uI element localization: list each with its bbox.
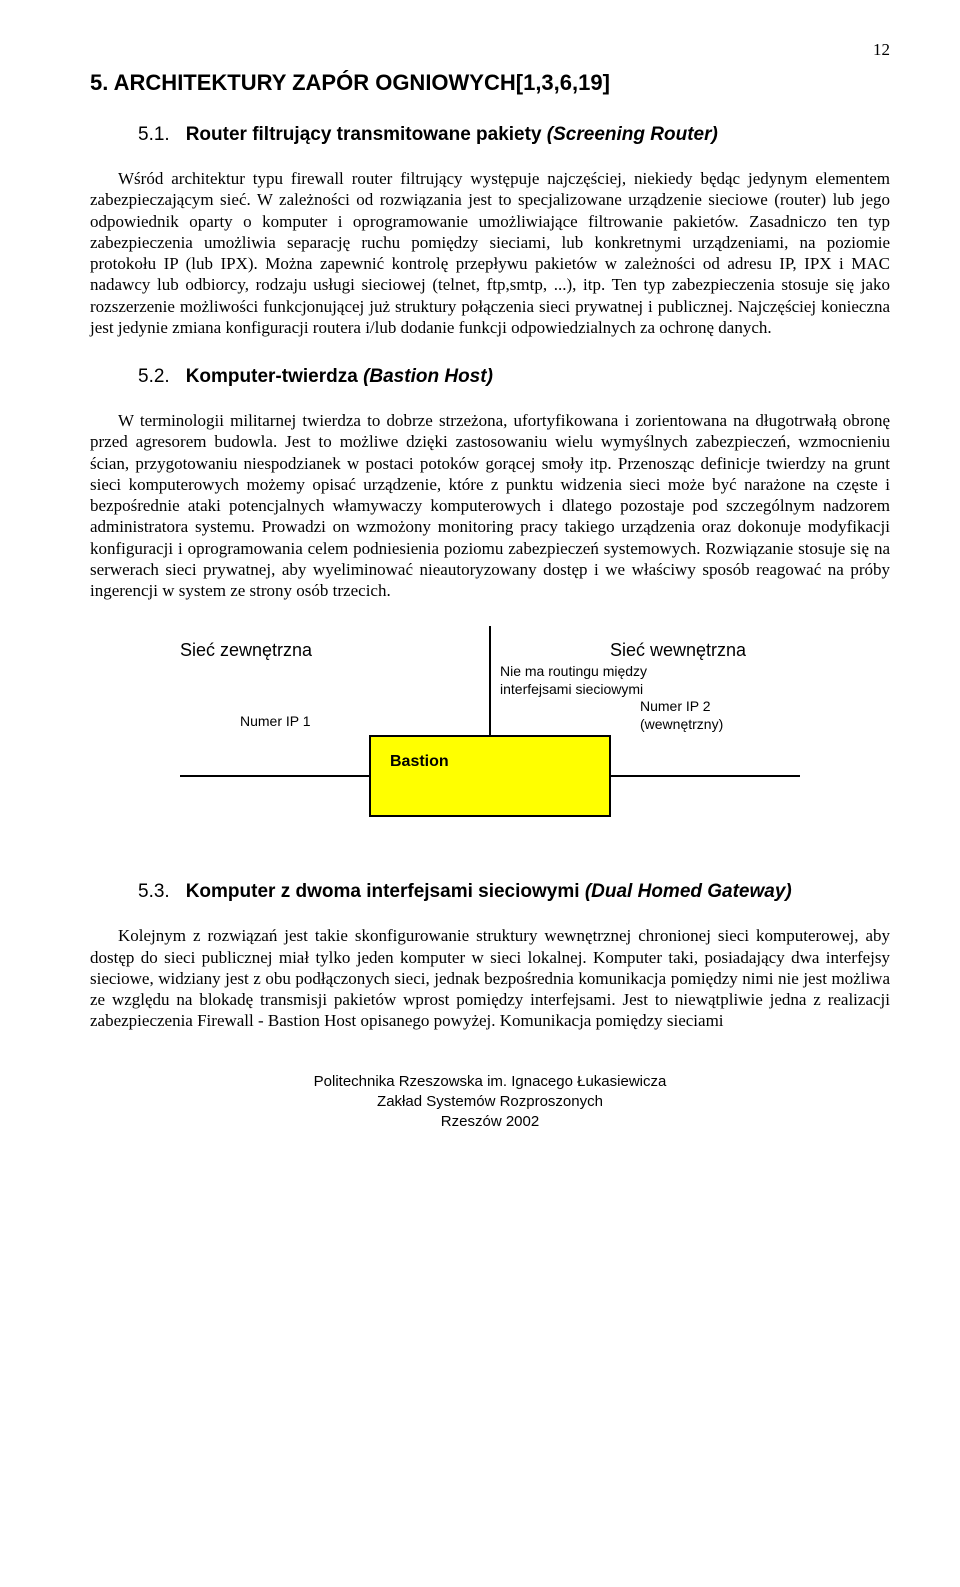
heading-section-2: 5.2. Komputer-twierdza (Bastion Host) [138, 366, 890, 388]
heading-section-3: 5.3. Komputer z dwoma interfejsami siecio… [138, 881, 890, 903]
paragraph-section-2: W terminologii militarnej twierdza to do… [90, 410, 890, 601]
section-title-italic: (Screening Router) [547, 124, 718, 145]
heading-section-1: 5.1. Router filtrujący transmitowane paki… [138, 124, 890, 146]
section-title: Komputer-twierdza [186, 366, 363, 387]
diagram-center-text-1: Nie ma routingu między [500, 663, 647, 679]
page-container: 12 5. ARCHITEKTURY ZAPÓR OGNIOWYCH[1,3,6… [0, 0, 960, 1152]
bastion-diagram-svg: Sieć zewnętrzna Sieć wewnętrzna Nie ma r… [180, 626, 800, 836]
paragraph-section-3: Kolejnym z rozwiązań jest takie skonfigu… [90, 925, 890, 1031]
section-number: 5.1. [138, 124, 170, 145]
diagram-right-sub-1: Numer IP 2 [640, 698, 711, 714]
diagram-right-sub-2: (wewnętrzny) [640, 716, 723, 732]
diagram-left-sub: Numer IP 1 [240, 713, 311, 729]
section-number: 5.3. [138, 881, 170, 902]
bastion-box-label: Bastion [390, 753, 449, 770]
heading-main: 5. ARCHITEKTURY ZAPÓR OGNIOWYCH[1,3,6,19… [90, 70, 890, 96]
footer-line-3: Rzeszów 2002 [90, 1112, 890, 1132]
bastion-box [370, 736, 610, 816]
section-title: Komputer z dwoma interfejsami sieciowymi [186, 881, 585, 902]
footer-line-1: Politechnika Rzeszowska im. Ignacego Łuk… [90, 1072, 890, 1092]
section-title-italic: (Dual Homed Gateway) [585, 881, 792, 902]
paragraph-section-1: Wśród architektur typu firewall router f… [90, 168, 890, 338]
section-title: Router filtrujący transmitowane pakiety [186, 124, 547, 145]
section-title-italic: (Bastion Host) [363, 366, 493, 387]
diagram-right-title: Sieć wewnętrzna [610, 640, 747, 660]
page-number: 12 [90, 40, 890, 60]
footer-line-2: Zakład Systemów Rozproszonych [90, 1092, 890, 1112]
diagram-left-title: Sieć zewnętrzna [180, 640, 313, 660]
diagram-center-text-2: interfejsami sieciowymi [500, 681, 643, 697]
bastion-diagram: Sieć zewnętrzna Sieć wewnętrzna Nie ma r… [180, 626, 800, 841]
section-number: 5.2. [138, 366, 170, 387]
page-footer: Politechnika Rzeszowska im. Ignacego Łuk… [90, 1072, 890, 1133]
